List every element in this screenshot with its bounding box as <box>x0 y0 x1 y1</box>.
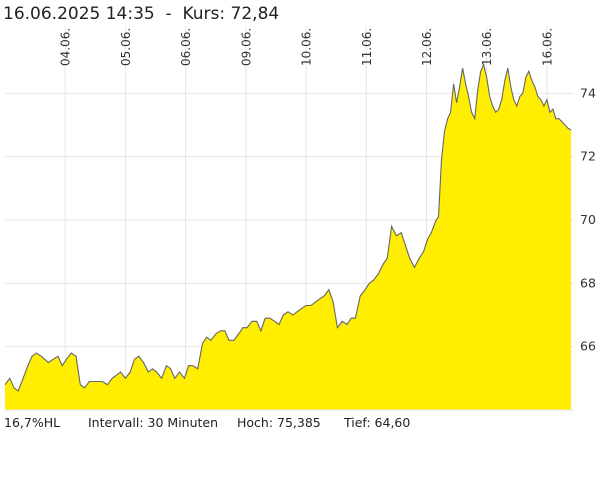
y-tick-labels: 66 68 70 72 74 <box>580 85 596 353</box>
x-tick-label: 16.06. <box>540 28 554 66</box>
price-line <box>4 63 572 392</box>
y-tick-label: 70 <box>580 212 596 227</box>
chart-title: 16.06.2025 14:35 - Kurs: 72,84 <box>3 4 280 24</box>
y-tick-label: 68 <box>580 275 596 290</box>
x-tick-label: 10.06. <box>300 28 314 66</box>
footer-low: Tief: 64,60 <box>344 415 411 430</box>
x-tick-label: 04.06. <box>59 28 73 66</box>
price-chart: 04.06. 05.06. 06.06. 09.06. 10.06. 11.06. 12.0… <box>4 26 596 411</box>
y-tick-label: 66 <box>580 339 596 354</box>
grid <box>5 26 574 410</box>
x-tick-label: 11.06. <box>360 28 374 66</box>
footer-interval: Intervall: 30 Minuten <box>88 415 219 430</box>
x-tick-labels: 04.06. 05.06. 06.06. 09.06. 10.06. 11.06. 12.0… <box>59 28 555 66</box>
price-area <box>5 64 571 411</box>
x-tick-label: 09.06. <box>239 28 253 66</box>
x-tick-label: 06.06. <box>179 28 193 66</box>
footer-stats: 16,7%HL Intervall: 30 Minuten Hoch: 75,3… <box>4 415 410 490</box>
x-tick-label: 12.06. <box>420 28 434 66</box>
x-tick-label: 13.06. <box>480 28 494 66</box>
y-tick-label: 72 <box>580 149 596 164</box>
footer-high: Hoch: 75,385 <box>237 415 321 430</box>
y-tick-label: 74 <box>580 85 596 100</box>
footer-hl: 16,7%HL <box>4 415 61 430</box>
x-tick-label: 05.06. <box>119 28 133 66</box>
